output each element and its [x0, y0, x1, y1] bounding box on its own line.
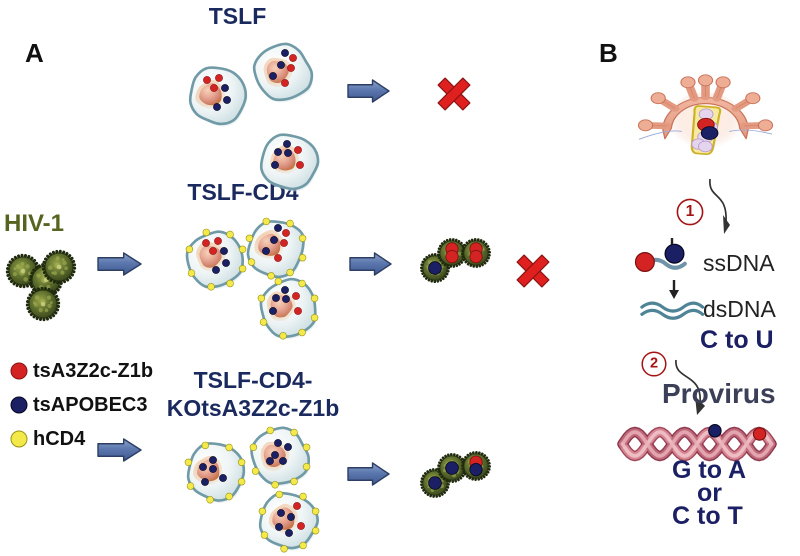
svg-text:1: 1 [686, 203, 695, 220]
svg-text:2: 2 [650, 356, 658, 372]
